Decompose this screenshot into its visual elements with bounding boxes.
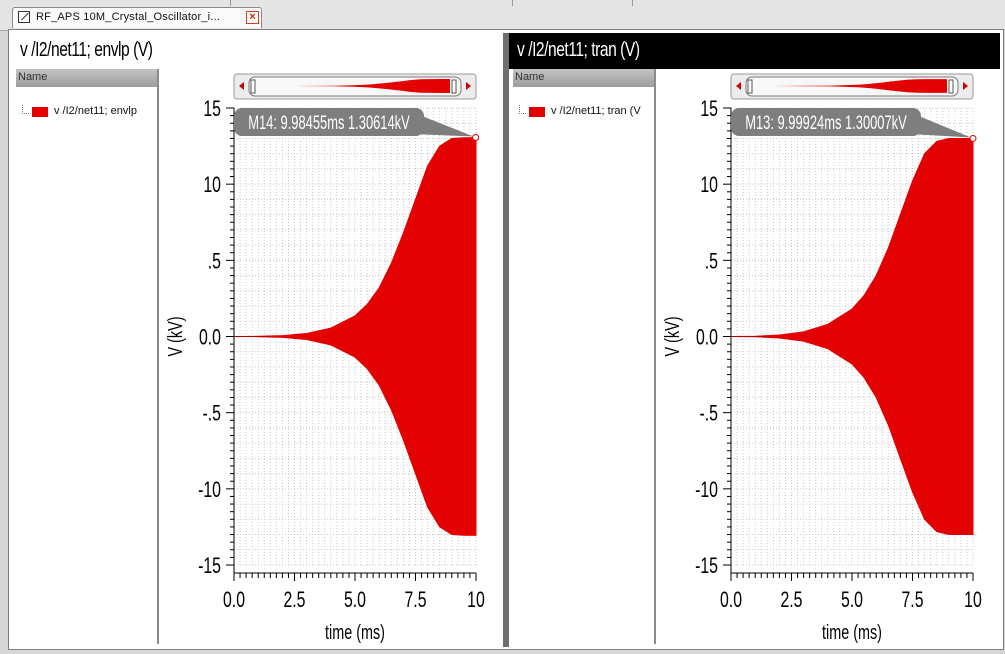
x-tick-label: 0.0 [223,589,245,613]
y-tick-label: 0.0 [199,326,221,350]
marker-point[interactable] [969,134,977,142]
zoom-handle-right[interactable] [948,79,954,94]
y-tick-label: -15 [198,555,221,579]
scroll-right-icon[interactable] [466,82,471,90]
waveform-window-icon [18,11,30,23]
legend-header: Name [16,69,157,87]
y-tick-label: -15 [695,555,718,579]
x-tick-label: 10 [964,589,982,613]
trace-legend-right: Name v /I2/net11; tran (V [513,69,656,644]
zoom-handle-left[interactable] [250,79,256,94]
y-axis-label: V (kV) [164,317,187,357]
y-axis-label: V (kV) [661,317,684,357]
y-tick-label: 0.0 [696,326,718,350]
overview-trace [753,79,947,93]
zoom-handle-left[interactable] [747,79,753,94]
scroll-left-icon[interactable] [239,82,244,90]
x-tick-label: 7.5 [404,589,426,613]
legend-item-label: v /I2/net11; envlp [54,105,137,117]
waveform-trace[interactable] [233,137,477,536]
x-tick-label: 10 [467,589,485,613]
waveform-trace[interactable] [730,138,974,535]
x-tick-label: 5.0 [344,589,366,613]
subwindow-title-right[interactable]: v /I2/net11; tran (V) [509,33,1000,69]
trace-swatch [32,107,48,117]
y-tick-label: -.5 [203,402,221,426]
y-tick-label: -.5 [700,402,718,426]
legend-item-label: v /I2/net11; tran (V [551,105,641,117]
x-tick-label: 7.5 [901,589,923,613]
marker-point[interactable] [472,134,480,142]
marker-label: M14: 9.98455ms 1.30614kV [248,113,410,134]
marker-label-bubble[interactable] [731,108,921,136]
trace-legend-left: Name v /I2/net11; envlp [16,69,159,644]
panel-divider[interactable] [503,33,509,647]
y-tick-label: 10 [203,174,221,198]
overview-trace [256,79,450,93]
x-axis-label: time (ms) [822,621,882,644]
marker-label-bubble[interactable] [234,108,424,136]
legend-item[interactable]: v /I2/net11; envlp [22,105,158,121]
x-tick-label: 0.0 [720,589,742,613]
x-tick-label: 2.5 [780,589,802,613]
x-tick-label: 5.0 [841,589,863,613]
close-icon[interactable]: × [246,11,259,24]
trace-swatch [529,107,545,117]
legend-header: Name [513,69,654,87]
x-tick-label: 2.5 [283,589,305,613]
legend-item[interactable]: v /I2/net11; tran (V [519,105,655,121]
zoom-handle-right[interactable] [451,79,457,94]
x-axis-label: time (ms) [325,621,385,644]
y-tick-label: 10 [700,174,718,198]
y-tick-label: .5 [208,250,221,274]
marker-label: M13: 9.99924ms 1.30007kV [745,113,907,134]
scroll-right-icon[interactable] [963,82,968,90]
subwindow-left[interactable]: v /I2/net11; envlp (V) Name v /I2/net11;… [12,33,503,647]
tab-waveform-window[interactable]: RF_APS 10M_Crystal_Oscillator_i... × [12,7,262,28]
y-tick-label: 15 [700,98,718,122]
subwindow-title-left[interactable]: v /I2/net11; envlp (V) [12,33,503,69]
scroll-left-icon[interactable] [736,82,741,90]
subwindow-right[interactable]: v /I2/net11; tran (V) Name v /I2/net11; … [509,33,1000,647]
y-tick-label: -10 [695,478,718,502]
y-tick-label: 15 [203,98,221,122]
y-tick-label: .5 [705,250,718,274]
y-tick-label: -10 [198,478,221,502]
tab-title: RF_APS 10M_Crystal_Oscillator_i... [36,11,221,23]
tab-bar: RF_APS 10M_Crystal_Oscillator_i... × [0,0,1005,31]
